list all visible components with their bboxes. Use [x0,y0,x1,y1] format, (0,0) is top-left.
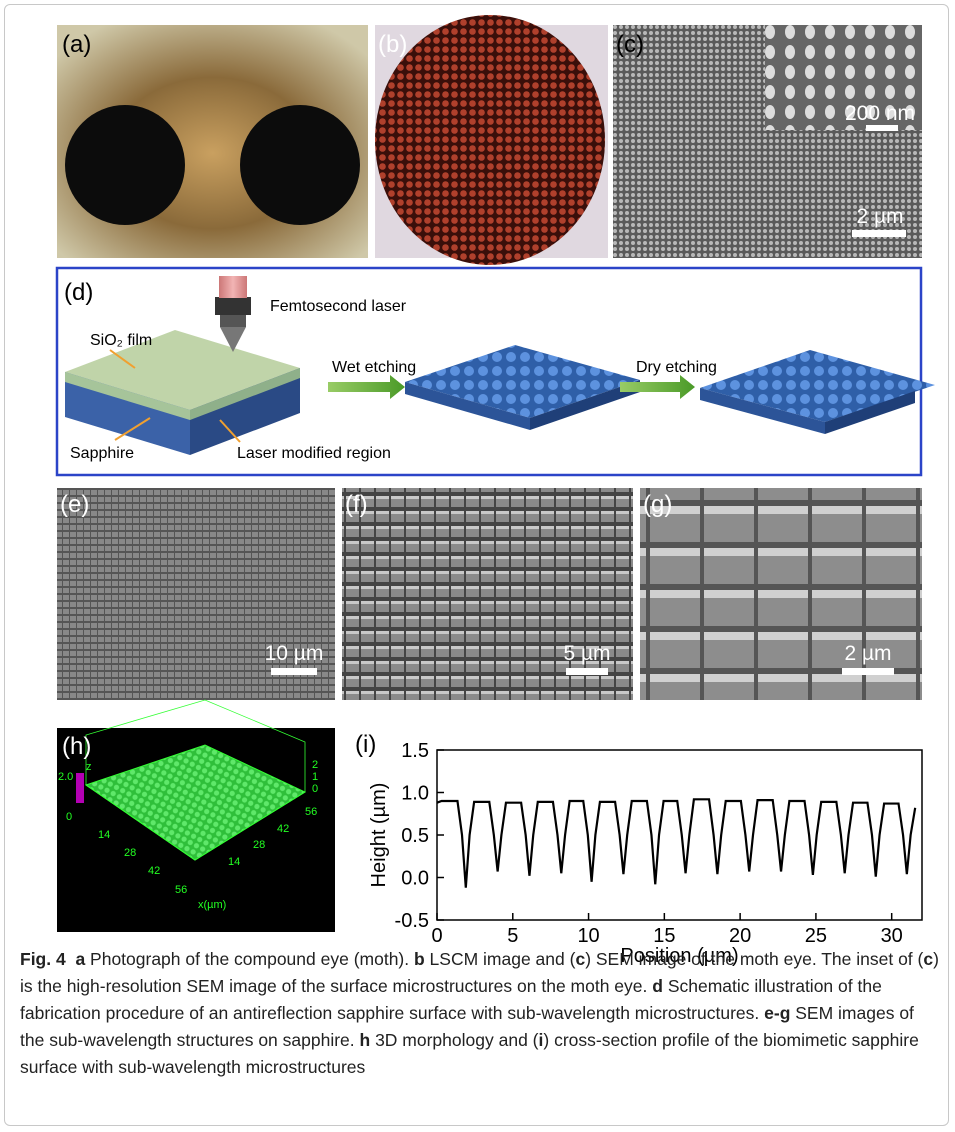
scale-label: 200 nm [845,102,915,125]
axis-label: 56 [305,806,317,818]
objective [215,297,251,315]
scale-label: 2 µm [856,205,903,228]
caption-segment [66,949,76,969]
axis-label: 28 [253,839,265,851]
caption-segment: ) SEM image of the moth eye. The inset o… [585,949,923,969]
axis-label: 42 [277,823,289,835]
scale-bar [566,668,608,675]
page: (a) (b) (c) 200 nm 2 µm (d) Femtosecond … [0,0,955,1132]
caption-segment: d [652,976,663,996]
y-tick-label: 1.5 [401,740,429,762]
axis-label: x(µm) [198,899,226,911]
schematic-label: SiO₂ film [90,332,152,349]
eye [240,105,360,225]
scale-bar [271,668,317,675]
panel-label: (d) [64,279,93,306]
axis-label: 56 [175,884,187,896]
caption-segment: h [360,1030,371,1050]
x-tick-label: 20 [729,925,751,947]
color-scale [76,773,84,803]
axis-label: 14 [228,856,240,868]
axis-label: 0 [312,783,318,795]
axis-label: 14 [98,829,110,841]
axis-label: 1 [312,771,318,783]
caption-segment: LSCM image and ( [425,949,576,969]
caption-segment: b [414,949,425,969]
panel-label: (a) [62,31,91,58]
panel-label: (e) [60,491,89,518]
objective [220,315,246,327]
scale-label: 2 µm [844,642,891,665]
axis-label: z [86,761,92,773]
schematic-label: Femtosecond laser [270,298,407,315]
y-tick-label: 0.0 [401,868,429,890]
panel-label: (h) [62,733,91,760]
x-tick-label: 5 [507,925,518,947]
caption-segment: c [923,949,933,969]
panel-label: (g) [643,491,672,518]
y-axis-label: Height (µm) [368,783,390,888]
panel-label: (b) [378,31,407,58]
axis-label: 2.0 [58,771,73,783]
x-tick-label: 30 [881,925,903,947]
photo-eye [375,15,605,265]
schematic-label: Dry etching [636,359,717,376]
y-tick-label: 0.5 [401,825,429,847]
scale-label: 10 µm [265,642,324,665]
panel-label: (f) [345,491,368,518]
figure-caption: Fig. 4 a Photograph of the compound eye … [20,946,940,1081]
scale-bar [842,668,894,675]
schematic-label: Sapphire [70,445,134,462]
profile-line [437,799,915,887]
x-tick-label: 25 [805,925,827,947]
y-tick-label: -0.5 [395,910,429,932]
axis-label: 0 [66,811,72,823]
schematic-label: Wet etching [332,359,416,376]
y-tick-label: 1.0 [401,783,429,805]
caption-segment: 3D morphology and ( [370,1030,538,1050]
axis-label: 2 [312,759,318,771]
axis-label: 42 [148,865,160,877]
caption-segment: Photograph of the compound eye (moth). [85,949,414,969]
scale-label: 5 µm [563,642,610,665]
caption-segment: c [575,949,585,969]
x-tick-label: 10 [577,925,599,947]
scale-bar [866,125,898,131]
panel-label: (i) [355,731,376,758]
schematic-label: Laser modified region [237,445,391,462]
caption-segment: Fig. 4 [20,949,66,969]
eye [65,105,185,225]
caption-segment: e-g [764,1003,790,1023]
panel-label: (c) [616,31,644,58]
x-tick-label: 15 [653,925,675,947]
scale-bar [852,230,906,237]
axis-label: 28 [124,847,136,859]
x-tick-label: 0 [431,925,442,947]
laser-beam [219,276,247,298]
caption-segment: a [75,949,85,969]
